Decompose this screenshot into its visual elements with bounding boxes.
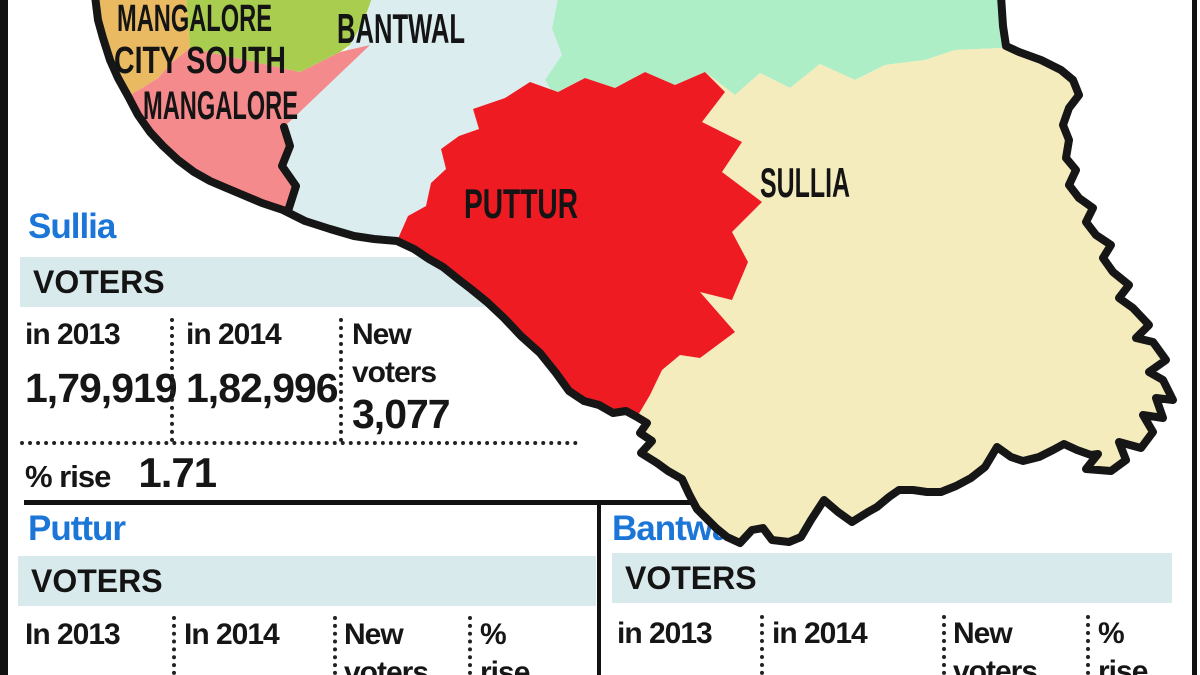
map-region-green xyxy=(545,0,1006,113)
column-divider xyxy=(172,616,176,675)
rise-value: 1.71 xyxy=(138,449,217,496)
puttur-voters-label: VOTERS xyxy=(31,563,163,599)
sullia-col-new-voters: New voters 3,077 xyxy=(352,316,456,436)
column-header: New voters xyxy=(352,318,437,389)
bantwal-col-rise: % rise xyxy=(1098,615,1158,675)
row-divider xyxy=(20,441,578,445)
bantwal-panel-title: Bantwal xyxy=(612,509,740,548)
column-header: in 2013 xyxy=(25,318,121,351)
column-divider xyxy=(170,318,174,442)
column-value: 1,79,919 xyxy=(25,365,178,411)
column-divider xyxy=(760,615,764,675)
column-header: New voters xyxy=(953,617,1038,675)
column-divider xyxy=(942,615,946,675)
column-header: In 2014 xyxy=(184,618,280,651)
map-region-sullia xyxy=(637,46,1173,543)
map-label-puttur: PUTTUR xyxy=(464,180,578,227)
map-label-sullia: SULLIA xyxy=(760,159,850,206)
map-label-mangalore-city-south-line2: CITY SOUTH xyxy=(114,40,286,82)
puttur-col-new-voters: New voters xyxy=(344,616,448,675)
bantwal-voters-band: VOTERS xyxy=(612,553,1172,603)
sullia-panel-title: Sullia xyxy=(28,207,116,246)
column-header: % rise xyxy=(480,618,530,675)
column-header: % rise xyxy=(1098,617,1148,675)
map-region-city-south-patch xyxy=(186,0,372,72)
bantwal-col-new-voters: New voters xyxy=(953,615,1057,675)
column-header: New voters xyxy=(344,618,429,675)
bantwal-voters-label: VOTERS xyxy=(625,560,757,596)
rise-label: % rise xyxy=(25,459,111,494)
map-label-mangalore: MANGALORE xyxy=(143,84,298,128)
puttur-col-2013: In 2013 xyxy=(25,616,165,654)
bantwal-col-2014: in 2014 xyxy=(772,615,917,653)
column-header: In 2013 xyxy=(25,618,121,651)
column-header: in 2014 xyxy=(772,617,868,650)
puttur-col-rise: % rise xyxy=(480,616,540,675)
sullia-col-2013: in 2013 1,79,919 xyxy=(25,316,178,411)
sullia-rise-row: % rise 1.71 xyxy=(25,449,217,497)
sullia-col-2014: in 2014 1,82,996 xyxy=(186,316,339,411)
puttur-panel-title: Puttur xyxy=(28,509,126,548)
map-river-boundary xyxy=(278,123,300,215)
column-value: 3,077 xyxy=(352,391,451,437)
column-divider xyxy=(333,616,337,675)
column-divider xyxy=(1086,615,1090,675)
puttur-col-2014: In 2014 xyxy=(184,616,329,654)
panel-rule-horizontal xyxy=(24,500,696,505)
map-label-mangalore-city-south-line1: MANGALORE xyxy=(117,0,272,40)
sullia-voters-label: VOTERS xyxy=(33,264,165,300)
column-header: in 2014 xyxy=(186,318,282,351)
column-header: in 2013 xyxy=(617,617,713,650)
sullia-voters-band: VOTERS xyxy=(20,257,580,307)
right-frame-border xyxy=(1192,0,1197,675)
map-label-bantwal: BANTWAL xyxy=(337,5,465,52)
column-divider xyxy=(468,616,472,675)
column-divider xyxy=(339,318,343,442)
map-region-mangalore-city-south xyxy=(95,0,190,96)
map-region-bantwal xyxy=(282,0,565,241)
puttur-voters-band: VOTERS xyxy=(18,556,596,606)
map-region-mangalore xyxy=(128,45,370,211)
bantwal-col-2013: in 2013 xyxy=(617,615,757,653)
panel-rule-vertical xyxy=(597,503,601,675)
column-value: 1,82,996 xyxy=(186,365,339,411)
left-frame-border xyxy=(0,0,8,675)
